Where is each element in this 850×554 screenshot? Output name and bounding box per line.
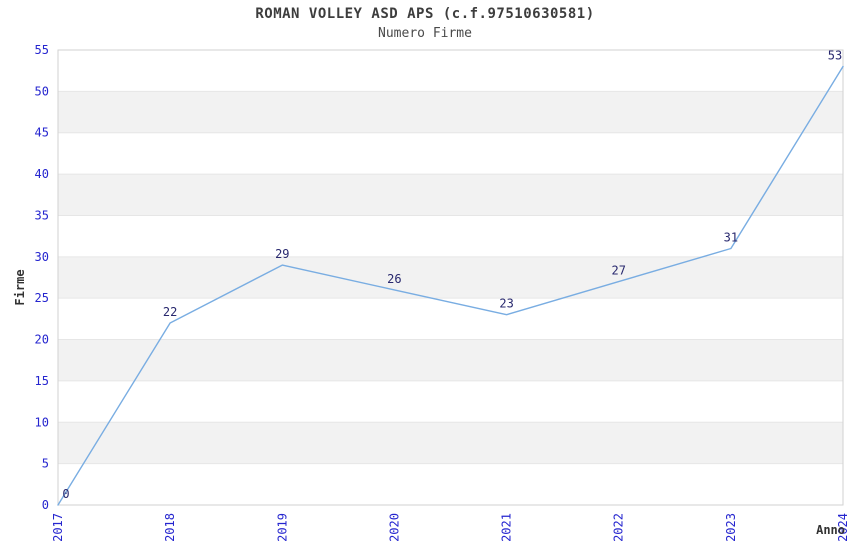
grid-band <box>58 380 843 423</box>
y-tick-label: 30 <box>35 250 49 264</box>
data-label: 31 <box>724 231 738 245</box>
grid-band <box>58 50 843 92</box>
y-tick-label: 40 <box>35 167 49 181</box>
x-tick-label: 2024 <box>836 513 850 542</box>
grid-band <box>58 339 843 381</box>
chart-title: ROMAN VOLLEY ASD APS (c.f.97510630581) <box>255 6 595 22</box>
x-tick-label: 2019 <box>275 513 289 542</box>
y-tick-label: 20 <box>35 333 49 347</box>
data-label: 23 <box>499 297 513 311</box>
x-tick-label: 2017 <box>51 513 65 542</box>
plot-border <box>57 49 844 506</box>
chart-subtitle: Numero Firme <box>378 26 472 41</box>
x-tick-label: 2020 <box>387 513 401 542</box>
y-tick-label: 45 <box>35 126 49 140</box>
grid-band <box>58 91 843 133</box>
x-tick-label: 2023 <box>724 513 738 542</box>
y-axis-title: Firme <box>13 269 27 305</box>
y-tick-label: 50 <box>35 84 49 98</box>
grid-band <box>58 463 843 505</box>
data-label: 26 <box>387 272 401 286</box>
grid-band <box>58 256 843 299</box>
data-label: 0 <box>62 487 69 501</box>
y-tick-label: 35 <box>35 209 49 223</box>
grid-band <box>58 298 843 340</box>
y-tick-label: 5 <box>42 457 49 471</box>
x-tick-label: 2021 <box>500 513 514 542</box>
y-tick-label: 55 <box>35 43 49 57</box>
y-tick-label: 15 <box>35 374 49 388</box>
grid-band <box>58 132 843 175</box>
data-label: 53 <box>828 49 842 63</box>
data-label: 22 <box>163 305 177 319</box>
data-label: 27 <box>611 264 625 278</box>
grid-band <box>58 215 843 257</box>
y-tick-label: 10 <box>35 415 49 429</box>
grid-band <box>58 422 843 464</box>
y-tick-label: 25 <box>35 291 49 305</box>
x-tick-label: 2022 <box>612 513 626 542</box>
data-label: 29 <box>275 247 289 261</box>
y-tick-label: 0 <box>42 498 49 512</box>
x-axis-title: Anno <box>816 523 845 537</box>
series-line <box>57 65 844 506</box>
grid-band <box>58 174 843 216</box>
x-tick-label: 2018 <box>163 513 177 542</box>
